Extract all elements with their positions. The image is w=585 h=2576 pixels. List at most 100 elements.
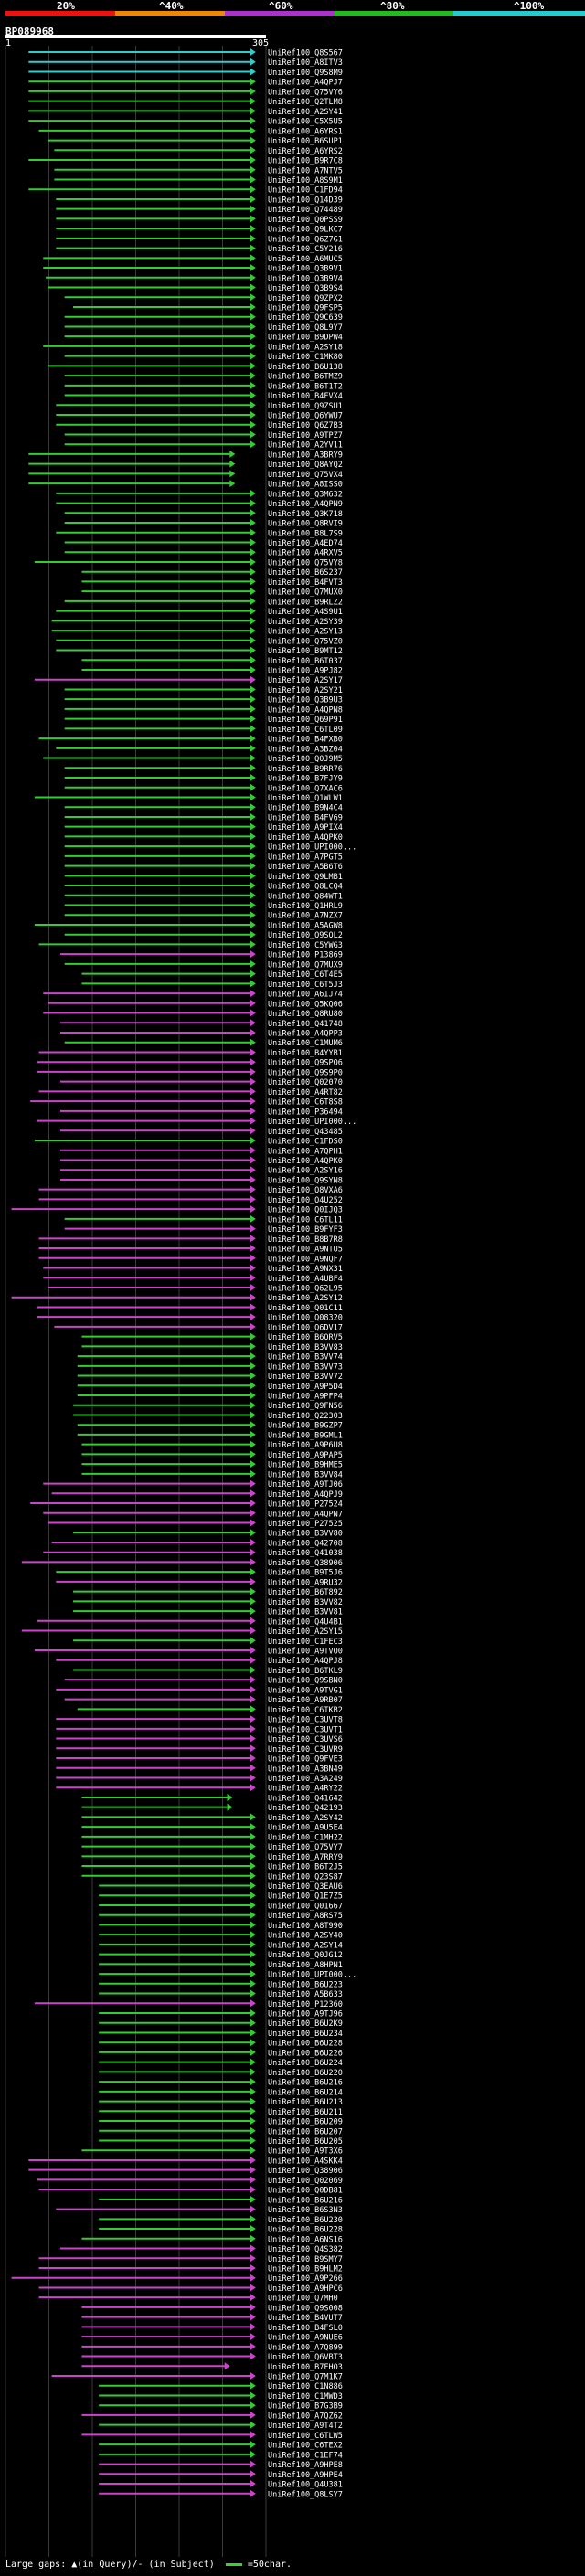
- hit-label[interactable]: UniRef100_A7PGT5: [268, 853, 343, 862]
- hit-label[interactable]: UniRef100_B9MT12: [268, 647, 343, 656]
- hit-row[interactable]: UniRef100_B3VV84: [81, 1469, 343, 1480]
- hit-row[interactable]: UniRef100_C1N886: [99, 2381, 343, 2392]
- hit-row[interactable]: UniRef100_Q84WT1: [64, 891, 343, 902]
- hit-row[interactable]: UniRef100_UPI000...: [64, 843, 357, 853]
- hit-label[interactable]: UniRef100_B9GML1: [268, 1431, 343, 1440]
- hit-label[interactable]: UniRef100_B6U216: [268, 2196, 343, 2205]
- hit-label[interactable]: UniRef100_B6U211: [268, 2108, 343, 2117]
- hit-row[interactable]: UniRef100_B9GZP7: [77, 1421, 343, 1431]
- hit-label[interactable]: UniRef100_B7FHO3: [268, 2363, 343, 2372]
- hit-row[interactable]: UniRef100_A2SY18: [43, 342, 343, 353]
- hit-row[interactable]: UniRef100_B6U2K9: [99, 2019, 343, 2030]
- hit-row[interactable]: UniRef100_B6U223: [99, 1979, 343, 1990]
- hit-label[interactable]: UniRef100_B4FV69: [268, 813, 343, 822]
- hit-row[interactable]: UniRef100_Q69P91: [64, 715, 343, 726]
- hit-label[interactable]: UniRef100_Q3B9V4: [268, 274, 343, 283]
- hit-label[interactable]: UniRef100_Q22303: [268, 1412, 343, 1421]
- hit-label[interactable]: UniRef100_A5B6T6: [268, 863, 343, 872]
- hit-row[interactable]: UniRef100_Q0PSS9: [56, 215, 343, 225]
- hit-row[interactable]: UniRef100_Q9SPO6: [37, 1058, 343, 1068]
- hit-label[interactable]: UniRef100_A8HPN1: [268, 1961, 343, 1970]
- hit-label[interactable]: UniRef100_Q9S9P0: [268, 1068, 343, 1077]
- hit-row[interactable]: UniRef100_B9N4C4: [64, 803, 343, 813]
- hit-row[interactable]: UniRef100_B4FVT3: [81, 578, 343, 588]
- hit-row[interactable]: UniRef100_Q6YWU7: [56, 411, 343, 421]
- hit-row[interactable]: UniRef100_Q02069: [37, 2176, 343, 2186]
- hit-row[interactable]: UniRef100_Q0J9M5: [43, 754, 343, 765]
- hit-row[interactable]: UniRef100_Q6Z7G1: [56, 234, 343, 245]
- hit-label[interactable]: UniRef100_C5Y216: [268, 245, 343, 254]
- hit-row[interactable]: UniRef100_C1MUM6: [64, 1038, 343, 1049]
- hit-label[interactable]: UniRef100_A4QPJ7: [268, 79, 343, 88]
- hit-row[interactable]: UniRef100_Q0IJQ3: [11, 1205, 343, 1215]
- hit-label[interactable]: UniRef100_A4RY22: [268, 1785, 343, 1794]
- hit-row[interactable]: UniRef100_A5B6T6: [64, 862, 343, 873]
- hit-label[interactable]: UniRef100_A9P266: [268, 2274, 343, 2284]
- hit-label[interactable]: UniRef100_B4FXB0: [268, 736, 343, 745]
- hit-row[interactable]: UniRef100_Q1E7Z5: [99, 1892, 343, 1902]
- hit-label[interactable]: UniRef100_A4QPJ9: [268, 1490, 343, 1500]
- hit-row[interactable]: UniRef100_B6U228: [99, 2225, 343, 2235]
- hit-row[interactable]: UniRef100_Q9SQL2: [64, 930, 343, 940]
- hit-label[interactable]: UniRef100_Q75VY6: [268, 88, 343, 97]
- hit-row[interactable]: UniRef100_A2SY21: [64, 685, 343, 695]
- hit-label[interactable]: UniRef100_A7NTV5: [268, 166, 343, 175]
- hit-row[interactable]: UniRef100_C5Y216: [56, 244, 343, 255]
- hit-row[interactable]: UniRef100_A8S9M1: [54, 175, 343, 186]
- hit-row[interactable]: UniRef100_B7G3B9: [99, 2401, 343, 2412]
- hit-label[interactable]: UniRef100_C6TLW5: [268, 2432, 343, 2441]
- hit-label[interactable]: UniRef100_Q01C11: [268, 1304, 343, 1313]
- hit-label[interactable]: UniRef100_Q8S567: [268, 49, 343, 58]
- hit-row[interactable]: UniRef100_B9RR76: [64, 764, 343, 774]
- hit-row[interactable]: UniRef100_B4FSL0: [81, 2323, 343, 2333]
- hit-row[interactable]: UniRef100_B6U211: [99, 2107, 343, 2117]
- hit-row[interactable]: UniRef100_Q8RVI9: [64, 519, 343, 529]
- hit-row[interactable]: UniRef100_C3UVT1: [56, 1724, 343, 1735]
- hit-label[interactable]: UniRef100_B9HME5: [268, 1461, 343, 1470]
- hit-label[interactable]: UniRef100_B9DPW4: [268, 334, 343, 343]
- hit-label[interactable]: UniRef100_A6IJ74: [268, 991, 343, 1000]
- hit-row[interactable]: UniRef100_Q9ZSU1: [56, 401, 343, 411]
- hit-label[interactable]: UniRef100_Q01667: [268, 1902, 343, 1911]
- hit-row[interactable]: UniRef100_A4RY22: [56, 1784, 343, 1794]
- hit-label[interactable]: UniRef100_A2SY21: [268, 686, 343, 695]
- hit-row[interactable]: UniRef100_B6U216: [99, 2078, 343, 2088]
- hit-label[interactable]: UniRef100_B7G3B9: [268, 2402, 343, 2412]
- hit-label[interactable]: UniRef100_B6U224: [268, 2059, 343, 2068]
- hit-label[interactable]: UniRef100_Q6DV17: [268, 1323, 343, 1332]
- hit-row[interactable]: UniRef100_A9TVO0: [34, 1646, 343, 1657]
- hit-row[interactable]: UniRef100_B6S3N3: [56, 2205, 343, 2216]
- hit-row[interactable]: UniRef100_B6U213: [99, 2097, 343, 2108]
- hit-label[interactable]: UniRef100_C3UVR9: [268, 1745, 343, 1754]
- hit-label[interactable]: UniRef100_B4FVT3: [268, 578, 343, 588]
- hit-label[interactable]: UniRef100_B6U2K9: [268, 2019, 343, 2029]
- hit-label[interactable]: UniRef100_B6T892: [268, 1588, 343, 1597]
- hit-row[interactable]: UniRef100_C1MWD3: [99, 2391, 343, 2401]
- hit-row[interactable]: UniRef100_B9RLZ2: [64, 597, 343, 608]
- hit-label[interactable]: UniRef100_B6SUP1: [268, 137, 343, 146]
- hit-row[interactable]: UniRef100_B6U234: [99, 2029, 343, 2039]
- hit-row[interactable]: UniRef100_B9R7C8: [28, 156, 343, 166]
- hit-label[interactable]: UniRef100_B9R7C8: [268, 157, 343, 166]
- hit-row[interactable]: UniRef100_Q6VBT3: [81, 2352, 343, 2363]
- hit-label[interactable]: UniRef100_A2SY14: [268, 1941, 343, 1950]
- hit-label[interactable]: UniRef100_B3VV74: [268, 1353, 343, 1362]
- hit-label[interactable]: UniRef100_C3UVT8: [268, 1716, 343, 1725]
- hit-row[interactable]: UniRef100_B6SUP1: [47, 136, 343, 147]
- hit-row[interactable]: UniRef100_C3UVR9: [56, 1744, 343, 1754]
- hit-label[interactable]: UniRef100_Q8L9Y7: [268, 323, 343, 333]
- hit-label[interactable]: UniRef100_A9TVO0: [268, 1647, 343, 1656]
- hit-row[interactable]: UniRef100_A9NTU5: [38, 1245, 343, 1255]
- hit-label[interactable]: UniRef100_B6U205: [268, 2137, 343, 2147]
- hit-label[interactable]: UniRef100_P13869: [268, 951, 343, 960]
- hit-label[interactable]: UniRef100_C1EF74: [268, 2451, 343, 2460]
- hit-label[interactable]: UniRef100_B4YYB1: [268, 1049, 343, 1058]
- hit-label[interactable]: UniRef100_A6MUC5: [268, 255, 343, 264]
- hit-row[interactable]: UniRef100_Q62L95: [47, 1283, 343, 1294]
- hit-row[interactable]: UniRef100_Q01667: [99, 1901, 343, 1912]
- hit-row[interactable]: UniRef100_Q38906: [21, 1558, 343, 1568]
- hit-label[interactable]: UniRef100_B6U226: [268, 2049, 343, 2058]
- hit-row[interactable]: UniRef100_B7FHO3: [81, 2362, 343, 2372]
- hit-label[interactable]: UniRef100_A3A249: [268, 1775, 343, 1784]
- hit-label[interactable]: UniRef100_A2SY41: [268, 108, 343, 117]
